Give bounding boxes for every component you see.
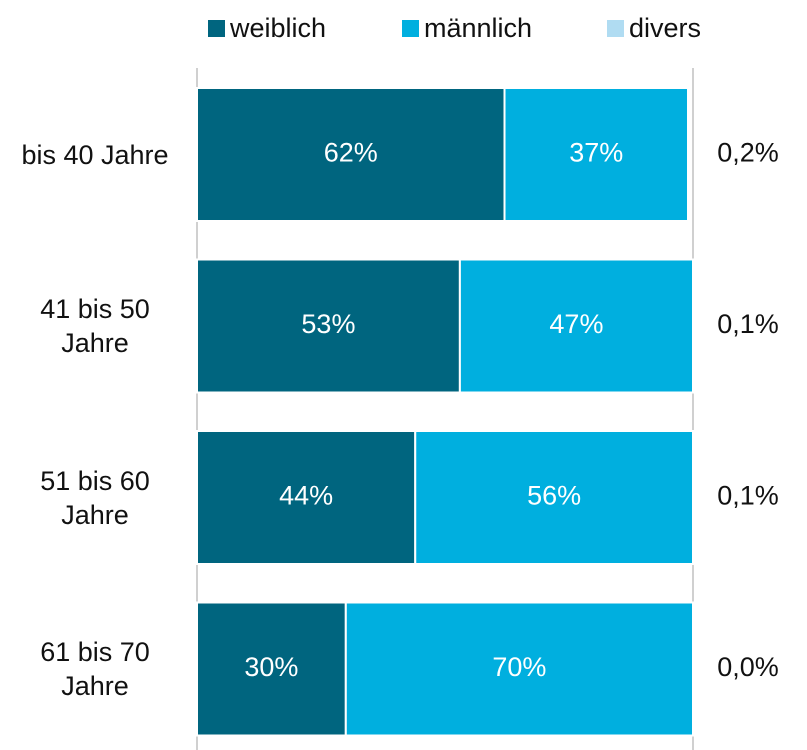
value-label: 47% <box>549 309 603 339</box>
bar-segment <box>344 601 694 737</box>
legend-label: divers <box>629 13 701 43</box>
bar-segment <box>196 87 506 222</box>
bar-segment <box>503 87 690 222</box>
category-label: 51 bis 60 Jahre <box>40 465 150 530</box>
value-label: 53% <box>301 309 355 339</box>
value-label: 62% <box>324 138 378 168</box>
legend-label: weiblich <box>229 13 326 43</box>
value-label: 0,1% <box>717 481 779 511</box>
legend-swatch <box>607 20 624 37</box>
bar-segment <box>687 87 691 222</box>
value-label: 37% <box>569 138 623 168</box>
value-label: 44% <box>279 481 333 511</box>
bar-segment <box>196 430 417 565</box>
value-label: 70% <box>492 652 546 682</box>
category-label: 61 bis 70 Jahre <box>40 637 150 701</box>
category-label: bis 40 Jahre <box>21 139 169 170</box>
value-label: 0,1% <box>717 309 779 339</box>
value-label: 56% <box>527 481 581 511</box>
value-label: 0,2% <box>717 138 779 168</box>
legend-swatch <box>208 20 225 37</box>
bar-segment <box>458 258 694 394</box>
category-label: 41 bis 50 Jahre <box>40 294 150 358</box>
bar-segment <box>414 430 694 565</box>
value-label: 0,0% <box>717 652 779 682</box>
bar-segment <box>196 601 347 737</box>
legend-swatch <box>402 20 419 37</box>
legend-label: männlich <box>424 13 532 43</box>
value-label: 30% <box>244 652 298 682</box>
